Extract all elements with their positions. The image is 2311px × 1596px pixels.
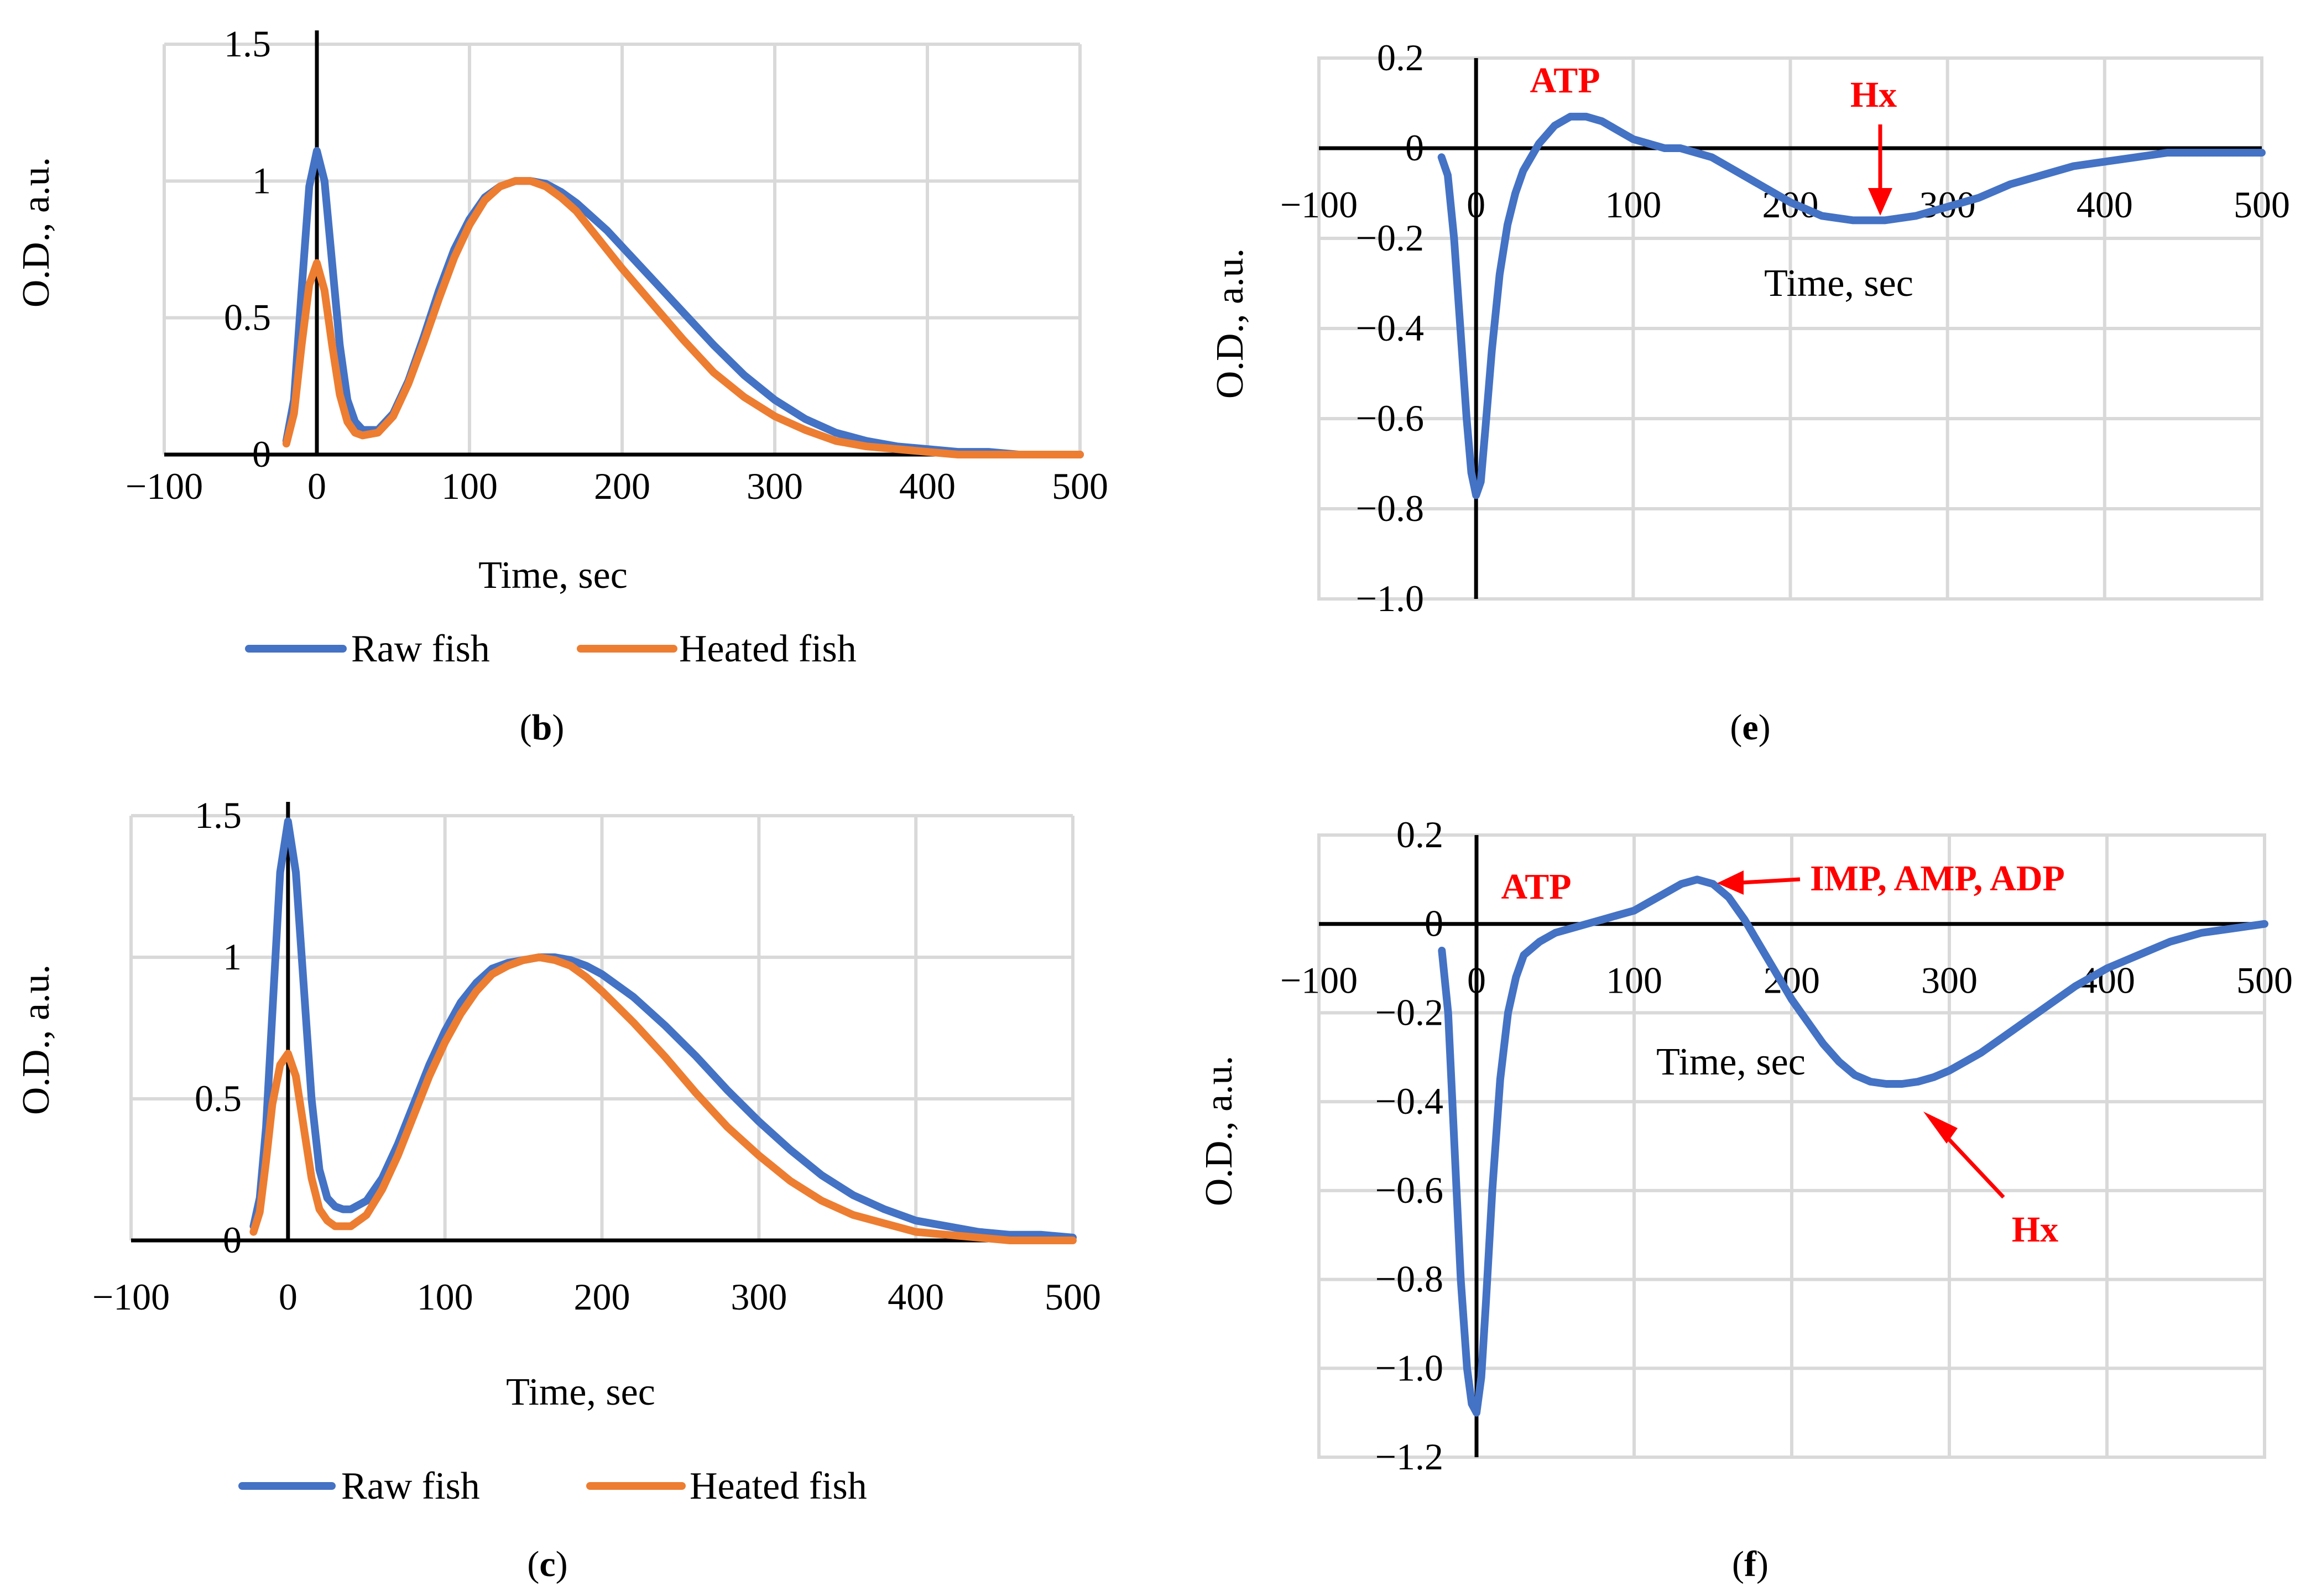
panel-label-e: (e) [1730, 707, 1770, 748]
y-tick-label-e-5: 0 [1405, 127, 1424, 169]
annotation-hx-f-arrowhead [1923, 1112, 1958, 1144]
x-tick-label-e-2: 100 [1605, 184, 1661, 226]
y-tick-label-f-4: −0.4 [1375, 1080, 1443, 1122]
x-tick-label-f-2: 100 [1606, 959, 1662, 1002]
x-tick-label-f-1: 0 [1467, 959, 1486, 1002]
x-axis-label-b: Time, sec [478, 554, 628, 597]
chart-panel-f: −100 0 100 200 300 400 500−1.2−1.0−0.8−0.6−0.4… [1198, 813, 2293, 1584]
x-tick-label-c-6: 500 [1045, 1276, 1101, 1318]
annotation-imp-f: IMP, AMP, ADP [1717, 858, 2065, 899]
y-tick-label-f-5: −0.2 [1375, 991, 1443, 1033]
panel-label-f: (f) [1732, 1544, 1769, 1584]
legend-c: Raw fish Heated fish [238, 1465, 867, 1508]
panel-label-c: (c) [527, 1544, 567, 1584]
annotation-imp-f-text: IMP, AMP, ADP [1810, 858, 2065, 899]
y-tick-label-b-1: 0.5 [224, 296, 271, 338]
x-tick-label-e-1: 0 [1467, 184, 1485, 226]
y-tick-label-b-0: 0 [252, 433, 271, 475]
x-tick-label-e-5: 400 [2077, 184, 2133, 226]
y-tick-label-e-1: −0.8 [1356, 487, 1424, 529]
annotation-hx-e-arrowhead [1868, 188, 1892, 216]
y-tick-label-e-3: −0.4 [1356, 307, 1424, 349]
x-tick-label-c-5: 400 [888, 1276, 944, 1318]
y-tick-label-e-2: −0.6 [1356, 397, 1424, 439]
legend-label-heated-b: Heated fish [679, 628, 857, 670]
x-tick-label-c-4: 300 [731, 1276, 787, 1318]
y-tick-label-c-0: 0 [223, 1219, 242, 1261]
y-tick-label-c-3: 1.5 [195, 794, 242, 836]
x-tick-label-c-1: 0 [279, 1276, 298, 1318]
x-tick-label-c-0: −100 [92, 1276, 170, 1318]
legend-label-raw-b: Raw fish [351, 628, 490, 670]
x-tick-label-e-0: −100 [1280, 184, 1358, 226]
x-tick-label-c-3: 200 [574, 1276, 630, 1318]
x-tick-label-b-2: 100 [441, 465, 498, 507]
x-tick-label-b-4: 300 [747, 465, 803, 507]
x-tick-label-b-1: 0 [307, 465, 326, 507]
series-line-b-1 [282, 177, 1084, 458]
annotation-atp-e-text: ATP [1530, 60, 1600, 101]
series-line-c-1 [249, 953, 1077, 1244]
x-tick-label-f-4: 300 [1921, 959, 1978, 1002]
legend-label-heated-c: Heated fish [690, 1465, 867, 1508]
y-tick-label-f-6: 0 [1425, 903, 1443, 945]
x-tick-label-b-0: −100 [126, 465, 203, 507]
panel-label-b: (b) [520, 707, 565, 748]
legend-label-raw-c: Raw fish [341, 1465, 480, 1508]
y-tick-label-c-1: 0.5 [195, 1077, 242, 1119]
y-axis-label-c: O.D., a.u. [15, 964, 58, 1115]
y-tick-label-f-7: 0.2 [1396, 813, 1443, 856]
x-tick-label-b-5: 400 [899, 465, 956, 507]
annotation-hx-e-text: Hx [1850, 75, 1897, 115]
y-tick-label-e-4: −0.2 [1356, 217, 1424, 259]
x-tick-label-f-0: −100 [1280, 959, 1358, 1002]
y-tick-label-f-3: −0.6 [1375, 1169, 1443, 1211]
series-line-f-0 [1438, 875, 2268, 1417]
x-tick-label-e-6: 500 [2234, 184, 2290, 226]
panel-letter-c: c [539, 1544, 555, 1584]
y-tick-label-e-0: −1.0 [1356, 577, 1424, 619]
y-tick-label-f-0: −1.2 [1375, 1436, 1443, 1478]
annotation-hx-f-text: Hx [2012, 1209, 2058, 1250]
annotation-hx-e: Hx [1850, 75, 1897, 216]
y-tick-label-b-2: 1 [252, 159, 271, 201]
plot-border-f [1317, 833, 2266, 1459]
y-axis-label-f: O.D., a.u. [1198, 1056, 1240, 1206]
chart-panel-c: −100 0 100 200 300 400 500 0 0.5 1 1.5 Time, sec O… [15, 794, 1101, 1584]
panel-letter-b: b [532, 707, 552, 748]
annotation-atp-f: ATP [1501, 867, 1571, 907]
x-tick-label-b-6: 500 [1052, 465, 1108, 507]
plot-border-e [1317, 56, 2263, 601]
series-line-b-0 [282, 147, 1084, 458]
y-axis-label-b: O.D., a.u. [15, 157, 58, 307]
x-axis-label-f: Time, sec [1656, 1041, 1806, 1083]
annotation-atp-f-text: ATP [1501, 867, 1571, 907]
panel-letter-f: f [1744, 1544, 1757, 1584]
annotation-imp-f-arrowhead [1717, 870, 1744, 895]
x-axis-label-e: Time, sec [1764, 262, 1913, 305]
panel-letter-e: e [1742, 707, 1758, 748]
y-axis-label-e: O.D., a.u. [1209, 248, 1251, 399]
y-tick-label-e-6: 0.2 [1377, 36, 1424, 79]
series-line-c-0 [249, 817, 1077, 1242]
x-tick-label-b-3: 200 [594, 465, 650, 507]
y-tick-label-f-1: −1.0 [1375, 1347, 1443, 1389]
y-tick-label-c-2: 1 [223, 936, 242, 978]
y-tick-label-b-3: 1.5 [224, 23, 271, 65]
x-tick-label-c-2: 100 [417, 1276, 473, 1318]
chart-panel-b: −100 0 100 200 300 400 500 0 0.5 1 1.5 Time, sec O… [15, 23, 1108, 748]
series-line-e-0 [1437, 112, 2266, 499]
y-tick-label-f-2: −0.8 [1375, 1258, 1443, 1300]
annotation-hx-f: Hx [1923, 1112, 2058, 1250]
x-tick-label-f-6: 500 [2236, 959, 2293, 1002]
annotation-hx-f-arrow [1939, 1129, 2005, 1199]
annotation-imp-f-arrow [1741, 877, 1801, 885]
x-axis-label-c: Time, sec [506, 1371, 655, 1414]
chart-panel-e: −100 0 100 200 300 400 500−1.0−0.8−0.6−0.4−0.2… [1209, 36, 2290, 748]
annotation-atp-e: ATP [1530, 60, 1600, 101]
legend-b: Raw fish Heated fish [245, 628, 857, 670]
